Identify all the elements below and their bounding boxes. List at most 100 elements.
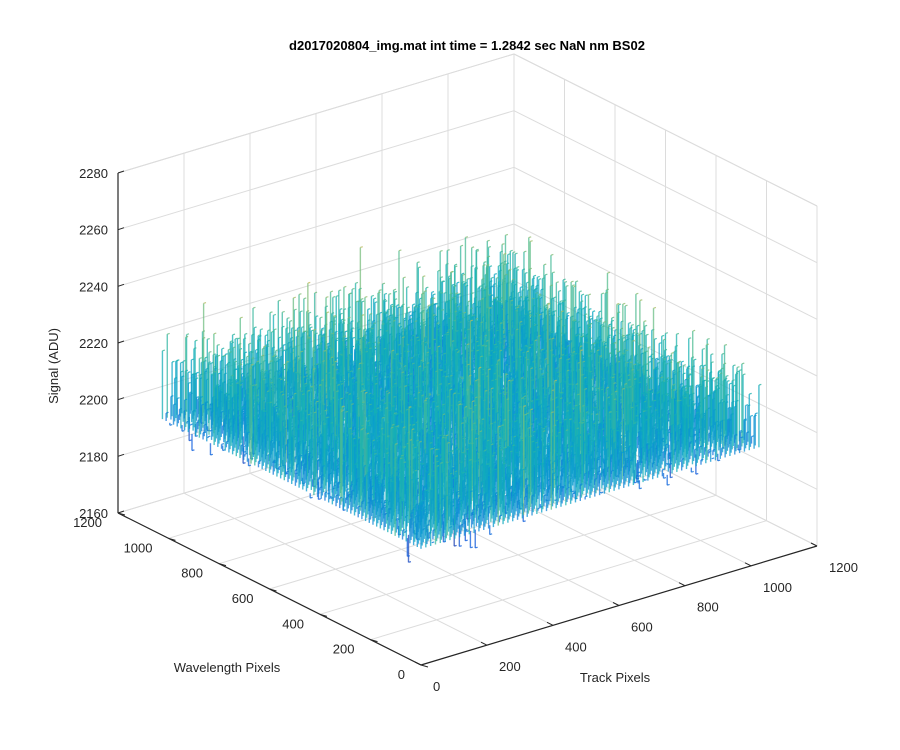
surface-cell <box>471 370 475 373</box>
surface-cell <box>567 358 571 360</box>
surface-cell <box>598 346 602 349</box>
surface-cell <box>484 287 488 290</box>
surface-cell <box>635 404 638 407</box>
surface-cell <box>607 396 611 399</box>
surface-cell <box>409 329 413 332</box>
surface-cell <box>534 338 538 341</box>
surface-cell <box>575 383 579 386</box>
surface-cell <box>560 382 563 385</box>
surface-cell <box>481 297 484 300</box>
surface-cell <box>680 383 683 385</box>
surface-cell <box>707 337 710 340</box>
surface-cell <box>447 249 450 252</box>
surface-cell <box>711 457 715 460</box>
surface-cell <box>609 411 612 413</box>
surface-cell <box>501 319 505 322</box>
surface-cell <box>518 291 521 294</box>
surface-cell <box>574 320 578 323</box>
surface-cell <box>339 308 343 310</box>
surface-cell <box>676 399 680 402</box>
surface-cell <box>506 262 510 265</box>
surface-cell <box>559 357 563 360</box>
surface-cell <box>572 350 576 353</box>
surface-cell <box>484 334 488 337</box>
surface-cell <box>564 338 568 341</box>
surface-cell <box>645 418 648 421</box>
surface-cell <box>493 283 497 285</box>
surface-cell <box>655 357 659 360</box>
surface-cell <box>445 363 449 366</box>
surface-cell <box>588 355 591 357</box>
surface-cell <box>562 300 566 303</box>
surface-cell <box>407 306 410 309</box>
surface-cell <box>494 343 497 346</box>
surface-cell <box>595 406 598 409</box>
surface-cell <box>601 292 605 295</box>
surface-cell <box>408 311 412 314</box>
surface-cell <box>398 322 402 325</box>
surface-cell <box>384 292 388 295</box>
surface-cell <box>537 275 540 278</box>
surface-cell <box>661 334 665 337</box>
surface-cell <box>387 318 391 321</box>
surface-cell <box>414 304 418 307</box>
surface-cell <box>740 436 744 439</box>
surface-cell <box>589 370 593 373</box>
surface-cell <box>496 276 499 279</box>
surface-cell <box>561 310 564 313</box>
surface-cell <box>613 398 617 401</box>
surface-cell <box>443 352 446 355</box>
surface-cell <box>526 281 530 284</box>
surface-cell <box>613 334 617 337</box>
surface-cell <box>630 406 634 409</box>
surface-cell <box>424 290 427 292</box>
surface-cell <box>559 391 563 394</box>
surface-cell <box>651 415 654 417</box>
surface-cell <box>500 297 503 299</box>
surface-cell <box>535 292 539 294</box>
surface-cell <box>649 377 653 380</box>
surface-cell <box>418 266 421 269</box>
surface-cell <box>595 319 599 322</box>
surface-cell <box>554 356 558 359</box>
surface-cell <box>488 293 492 296</box>
surface-cell <box>710 425 714 428</box>
surface-cell <box>687 377 690 380</box>
surface-cell <box>470 319 473 322</box>
surface-cell <box>653 440 657 443</box>
surface-cell <box>623 465 627 468</box>
surface-cell <box>397 306 401 309</box>
surface-cell <box>583 376 587 379</box>
surface-cell <box>717 459 721 462</box>
surface-cell <box>581 293 585 296</box>
surface-cell <box>424 336 428 339</box>
surface-cell <box>432 297 436 300</box>
surface-cell <box>722 400 726 403</box>
surface-cell <box>463 311 467 314</box>
surface-cell <box>504 273 508 276</box>
surface-cell <box>643 400 647 403</box>
surface-cell <box>530 343 534 346</box>
surface-cell <box>706 369 710 372</box>
surface-cell <box>495 296 499 299</box>
surface-cell <box>409 339 413 341</box>
surface-cell <box>495 329 499 332</box>
surface-cell <box>621 334 625 337</box>
surface-cell <box>619 400 622 403</box>
surface-cell <box>438 340 442 343</box>
surface-cell <box>488 307 492 309</box>
surface-cell <box>531 402 535 404</box>
surface-cell <box>492 351 496 354</box>
surface-cell <box>525 295 529 298</box>
surface-cell <box>543 396 547 399</box>
surface-cell <box>547 386 551 389</box>
surface-cell <box>721 447 725 449</box>
surface-cell <box>440 276 444 279</box>
surface-cell <box>376 336 380 338</box>
surface-cell <box>366 328 370 330</box>
surface-cell <box>656 377 659 380</box>
surface-cell <box>610 455 613 458</box>
surface-cell <box>515 391 519 394</box>
surface-cell <box>511 354 515 357</box>
surface-cell <box>671 423 675 426</box>
